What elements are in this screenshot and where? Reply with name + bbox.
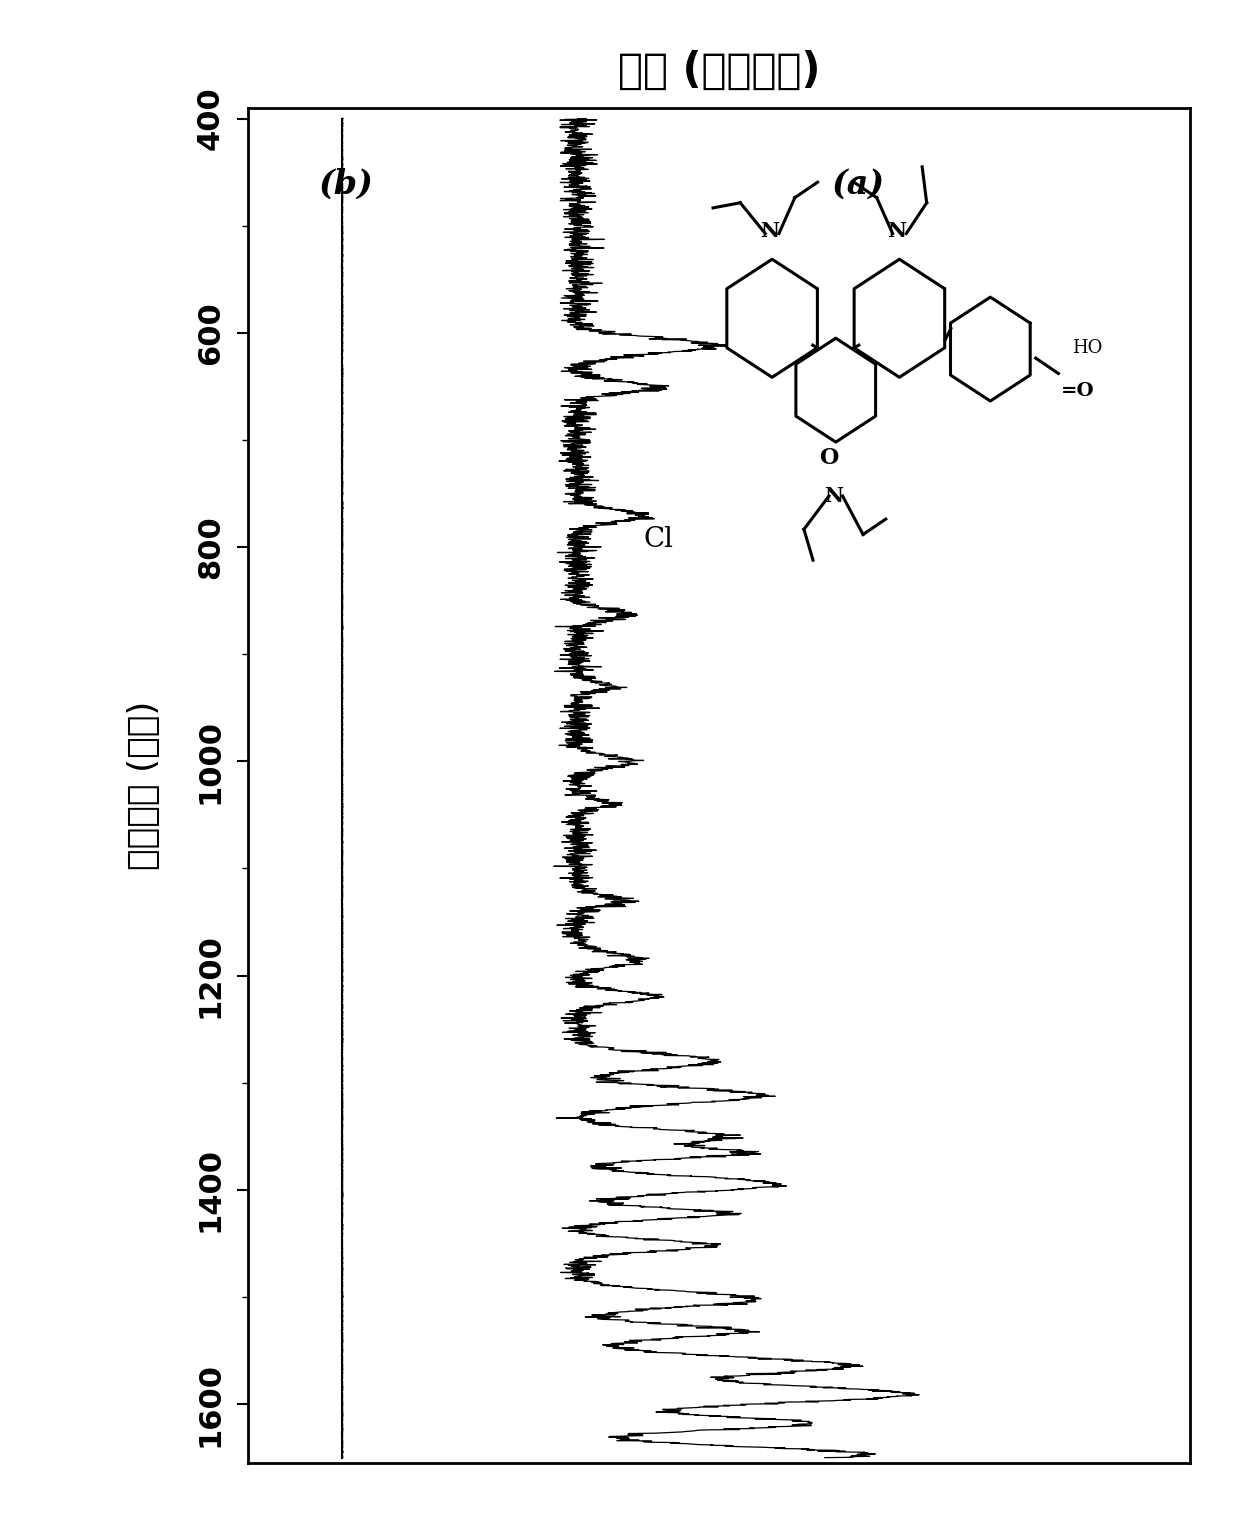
Text: 1600: 1600 (196, 1361, 224, 1446)
Text: 400: 400 (196, 86, 224, 151)
Text: (b): (b) (319, 168, 373, 200)
Y-axis label: 拉曼频移 (波数): 拉曼频移 (波数) (126, 701, 160, 870)
Text: N: N (823, 485, 843, 505)
Text: (a): (a) (832, 168, 885, 200)
Text: HO: HO (1073, 339, 1102, 357)
Text: 1400: 1400 (196, 1147, 224, 1232)
Text: 800: 800 (196, 516, 224, 579)
Text: 600: 600 (196, 300, 224, 365)
Title: 强度 (任意单位): 强度 (任意单位) (618, 49, 821, 92)
Text: N: N (888, 222, 906, 242)
Text: N: N (760, 222, 780, 242)
Text: O: O (820, 447, 838, 470)
Text: 1200: 1200 (196, 933, 224, 1018)
Text: 1000: 1000 (196, 719, 224, 804)
Text: Cl: Cl (644, 527, 673, 553)
Text: =O: =O (1060, 382, 1094, 400)
